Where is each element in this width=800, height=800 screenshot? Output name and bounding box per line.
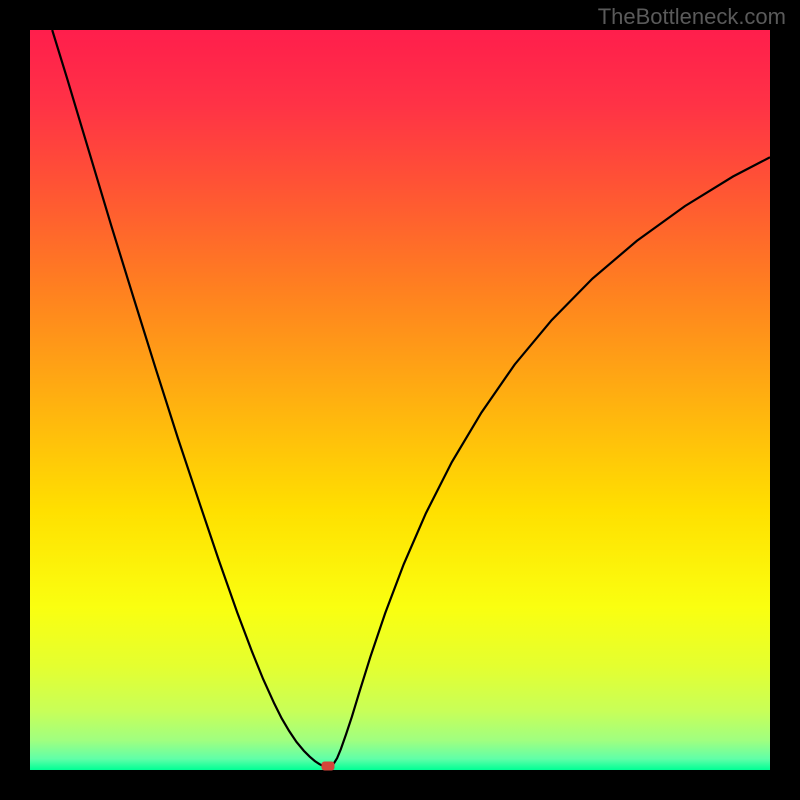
minimum-marker [322, 762, 335, 771]
plot-area [30, 30, 770, 770]
watermark-text: TheBottleneck.com [598, 4, 786, 30]
bottleneck-curve [30, 30, 770, 770]
